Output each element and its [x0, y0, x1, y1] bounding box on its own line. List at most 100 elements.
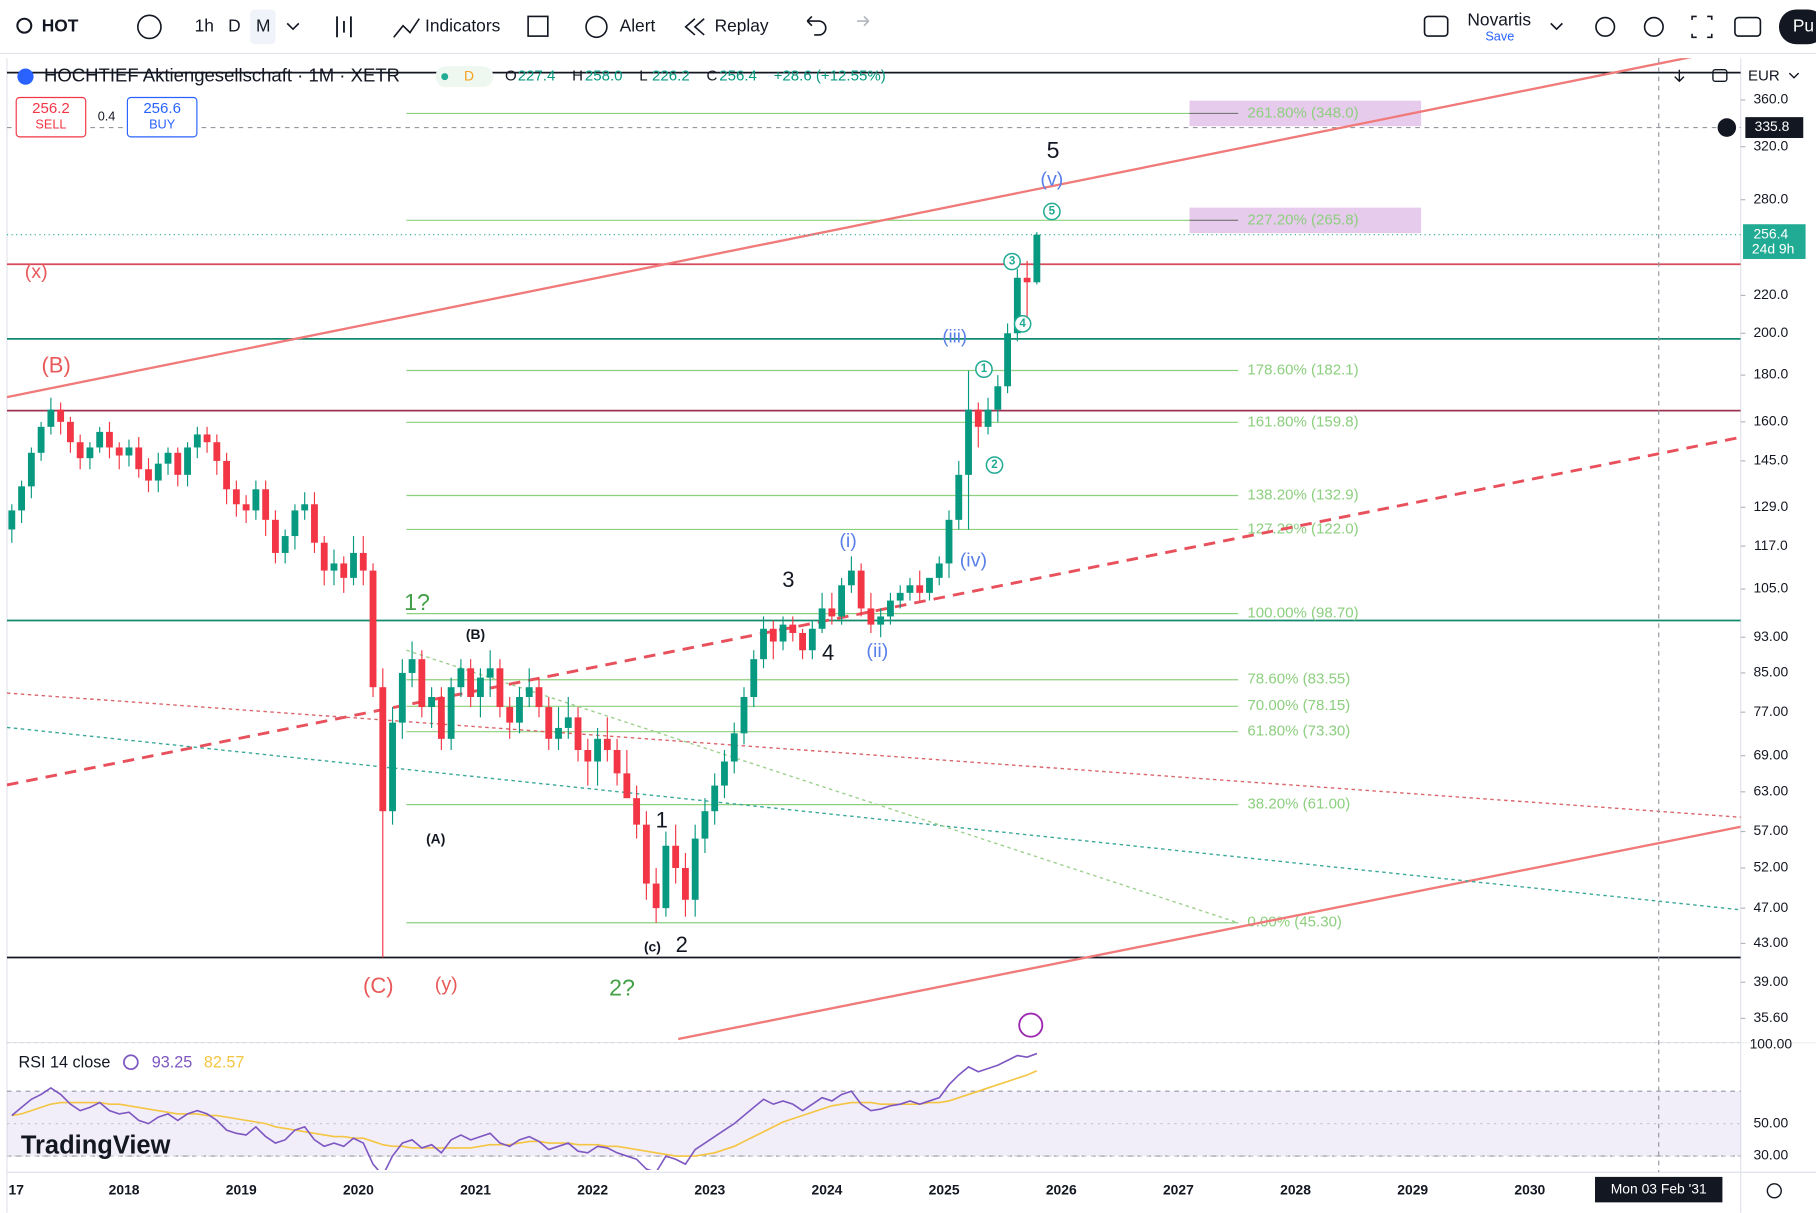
replay[interactable]: Replay	[715, 15, 769, 35]
candle-body	[994, 386, 1002, 410]
candle-body	[584, 750, 592, 762]
candle-body	[955, 474, 963, 520]
candle-body	[642, 824, 650, 884]
wave-label: 4	[1019, 318, 1026, 330]
candle-body	[818, 608, 826, 629]
candle-body	[740, 696, 748, 734]
wave-label: 2?	[609, 975, 635, 1001]
x-tick-label: 2023	[694, 1181, 725, 1197]
candle-body	[76, 442, 84, 459]
last-price-box	[1743, 224, 1806, 259]
redo[interactable]	[857, 15, 870, 27]
candle-body	[974, 409, 982, 427]
fullscreen[interactable]	[1691, 15, 1713, 39]
add-symbol[interactable]	[137, 14, 162, 40]
candle-body	[242, 504, 250, 511]
event-icon[interactable]	[1018, 1012, 1044, 1038]
fib-label: 70.00% (78.15)	[1247, 697, 1350, 714]
dropdown[interactable]	[1550, 22, 1563, 31]
wave-label: (C)	[363, 973, 394, 998]
save[interactable]: Save	[1485, 29, 1514, 44]
candle-body	[799, 632, 806, 651]
settings[interactable]	[1643, 16, 1664, 37]
tool[interactable]	[1595, 16, 1616, 37]
dropdown[interactable]	[1788, 72, 1800, 79]
alert[interactable]: Alert	[620, 15, 656, 35]
publish-button[interactable]	[1778, 9, 1816, 45]
account[interactable]: Novartis	[1467, 10, 1531, 30]
wave-label: (B)	[41, 352, 70, 377]
interval[interactable]: D	[228, 15, 241, 35]
buy-button[interactable]	[126, 96, 198, 138]
sell-button[interactable]	[15, 96, 87, 138]
crosshair-price-label: 335.8	[1755, 118, 1790, 134]
candle-body	[115, 447, 123, 456]
x-tick-label: 2021	[460, 1181, 491, 1197]
currency[interactable]: EUR	[1748, 68, 1780, 85]
interval[interactable]: M	[256, 15, 270, 35]
candle-body	[291, 510, 299, 537]
layout-icon[interactable]	[1423, 15, 1449, 37]
wave-label: (ii)	[866, 640, 888, 662]
publish[interactable]: Pu	[1793, 15, 1814, 35]
ohlc-value: 226.2	[652, 68, 690, 85]
currency-box[interactable]	[1744, 62, 1805, 91]
indicators[interactable]: Indicators	[425, 15, 501, 35]
candle-body	[896, 592, 904, 601]
snapshot[interactable]	[1734, 16, 1762, 37]
x-tick-label: 2025	[929, 1181, 960, 1197]
wave-circle	[985, 456, 1004, 474]
candle-body	[867, 608, 875, 625]
buy-price[interactable]: 256.6	[143, 100, 181, 117]
ohlc-value: 258.0	[585, 68, 623, 85]
candle-body	[594, 738, 601, 762]
candle-body	[18, 486, 26, 511]
candle-body	[486, 668, 494, 678]
toolbar: HOT 1h D M Indicators Alert Replay Novar…	[0, 9, 1816, 55]
candle-body	[926, 577, 933, 593]
last-price-label: 256.4	[1753, 225, 1788, 241]
settings[interactable]	[1766, 1183, 1782, 1199]
fib-label: 61.80% (73.30)	[1247, 723, 1350, 740]
dropdown[interactable]	[286, 22, 300, 31]
sell-price[interactable]: 256.2	[32, 100, 70, 117]
candle-body	[916, 585, 924, 593]
candle-body	[467, 668, 475, 697]
candle-body	[545, 707, 553, 739]
reset[interactable]	[1712, 68, 1728, 82]
candle-body	[428, 696, 436, 708]
ohlc-value: 256.4	[719, 68, 757, 85]
wave-label: (A)	[426, 831, 445, 847]
candle-body	[37, 426, 45, 453]
wave-label: (iii)	[942, 326, 967, 347]
candle-body	[408, 659, 416, 673]
candle-body	[301, 504, 309, 511]
candle-body	[525, 687, 533, 697]
interval-active	[250, 9, 276, 45]
candle-body	[164, 452, 172, 464]
undo[interactable]	[806, 15, 827, 36]
search-icon[interactable]	[16, 17, 33, 34]
candle-body	[47, 409, 55, 427]
chart-type[interactable]	[336, 16, 352, 38]
layouts[interactable]	[527, 15, 549, 37]
rsi-tick-label: 50.00	[1753, 1114, 1788, 1130]
trendline	[6, 58, 1692, 399]
rsi-title: RSI 14 close	[19, 1054, 111, 1072]
symbol[interactable]: HOT	[42, 15, 79, 35]
sell-label[interactable]: SELL	[35, 117, 66, 132]
fib-label: 161.80% (159.8)	[1247, 413, 1358, 430]
wave-circle	[1043, 202, 1061, 221]
replay-icon[interactable]	[684, 18, 705, 36]
candle-body	[1013, 277, 1021, 334]
wave-label: 1?	[404, 589, 430, 615]
indicators-icon[interactable]	[393, 18, 420, 38]
scroll-down[interactable]	[1674, 69, 1685, 83]
y-tick-label: 105.0	[1753, 580, 1788, 596]
y-tick-label: 129.0	[1753, 498, 1788, 514]
interval[interactable]: 1h	[195, 15, 214, 35]
buy-label[interactable]: BUY	[149, 117, 176, 132]
plot-area: 261.80% (348.0) 227.20% (265.8) 178.60% (1…	[6, 58, 1741, 1041]
candle-body	[945, 519, 953, 564]
alert-icon[interactable]	[585, 15, 608, 39]
